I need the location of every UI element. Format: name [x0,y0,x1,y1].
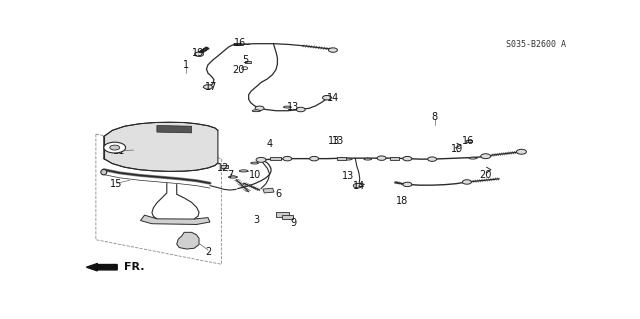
Text: 14: 14 [327,93,339,103]
Circle shape [256,157,266,162]
Ellipse shape [356,183,364,185]
Polygon shape [263,188,274,193]
Polygon shape [141,215,210,225]
Circle shape [195,52,204,56]
Text: 6: 6 [275,189,282,198]
Circle shape [296,107,305,112]
Circle shape [110,145,120,150]
Circle shape [323,95,332,100]
Text: 20: 20 [479,170,492,180]
Text: 16: 16 [461,136,474,146]
Text: 8: 8 [431,112,438,122]
Polygon shape [390,157,399,160]
Circle shape [353,183,362,188]
Text: 19: 19 [451,144,463,154]
Polygon shape [271,157,282,160]
Ellipse shape [251,162,259,164]
Text: 12: 12 [217,163,229,173]
Text: S035-B2600 A: S035-B2600 A [506,40,566,48]
Text: 16: 16 [234,38,246,48]
Circle shape [463,180,471,184]
Text: 20: 20 [232,65,245,75]
Text: 2: 2 [205,247,211,257]
Polygon shape [177,232,199,249]
Polygon shape [337,157,346,160]
Text: 1: 1 [182,60,189,70]
Text: 13: 13 [287,101,300,112]
Ellipse shape [228,176,237,178]
Text: 9: 9 [290,218,296,228]
Circle shape [481,154,491,159]
Text: 15: 15 [110,179,122,189]
Text: 4: 4 [266,139,273,149]
Circle shape [310,156,319,161]
Text: 19: 19 [192,48,204,58]
Circle shape [283,156,292,161]
Ellipse shape [364,158,371,160]
Text: 3: 3 [253,215,259,225]
Circle shape [403,182,412,187]
Ellipse shape [252,110,260,112]
Polygon shape [157,125,191,133]
FancyBboxPatch shape [236,43,241,44]
Polygon shape [276,212,289,217]
Polygon shape [282,215,292,219]
Text: 14: 14 [353,181,365,191]
Ellipse shape [344,158,351,160]
Circle shape [242,67,248,70]
Ellipse shape [101,169,107,175]
Text: 13: 13 [332,136,344,146]
Circle shape [104,142,125,153]
Text: 10: 10 [248,170,260,180]
Text: 11: 11 [113,146,125,156]
Text: FR.: FR. [124,262,144,272]
Ellipse shape [284,106,291,108]
Text: 17: 17 [205,82,218,92]
Ellipse shape [239,170,248,172]
Text: 5: 5 [242,55,248,65]
Circle shape [428,157,436,161]
Circle shape [403,156,412,161]
Circle shape [516,149,527,154]
Text: 7: 7 [227,170,234,180]
Text: 13: 13 [328,136,340,146]
Circle shape [328,48,337,52]
Polygon shape [104,122,218,171]
Polygon shape [244,61,251,63]
Text: 18: 18 [396,196,408,206]
FancyBboxPatch shape [467,140,472,142]
Circle shape [255,106,264,110]
FancyBboxPatch shape [221,166,228,167]
Ellipse shape [323,96,331,98]
Text: 13: 13 [342,171,354,181]
FancyArrow shape [86,263,117,271]
Circle shape [377,156,386,160]
Ellipse shape [469,157,477,159]
Circle shape [204,85,212,89]
